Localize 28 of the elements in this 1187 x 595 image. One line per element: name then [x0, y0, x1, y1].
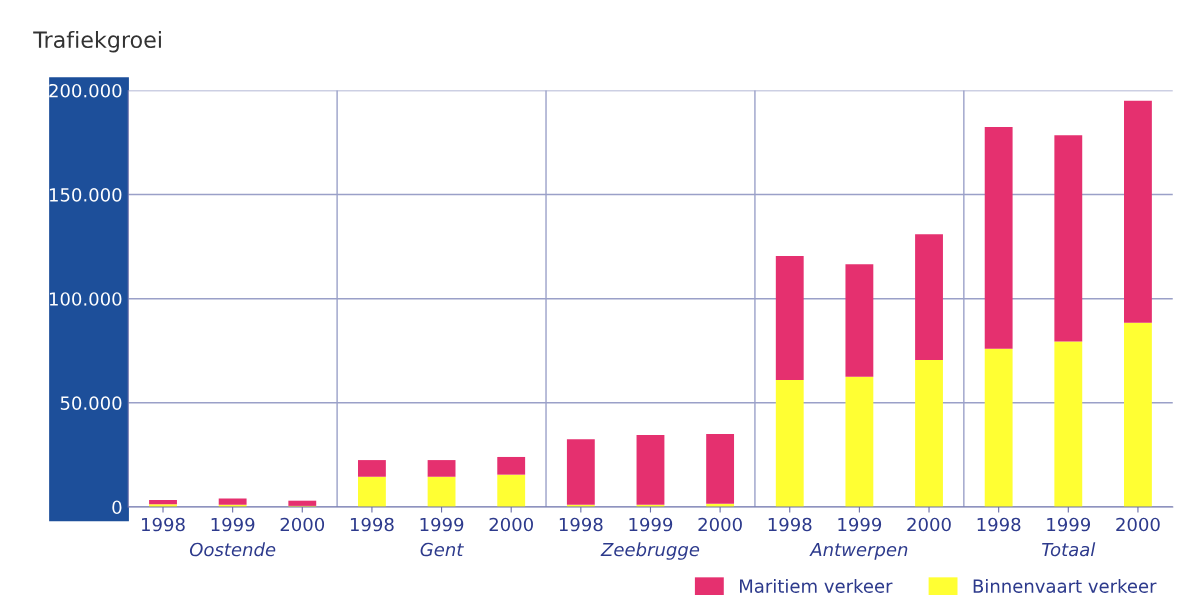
- y-tick-label: 50.000: [60, 396, 122, 410]
- x-tick-label: 2000: [907, 517, 951, 532]
- text: Zeebrugge: [600, 542, 700, 560]
- text: Antwerpen: [809, 542, 908, 560]
- x-tick-label: 2000: [280, 517, 325, 532]
- x-tick-label: 1999: [1047, 517, 1091, 532]
- chart-title: Trafiekgroei: [33, 30, 161, 53]
- x-tick-label: 1998: [559, 517, 603, 532]
- y-tick-label: 150.000: [49, 188, 122, 202]
- legend-label: Maritiem verkeer: [740, 578, 893, 593]
- text: Totaal: [1042, 542, 1096, 557]
- x-tick-label: 1999: [420, 517, 464, 532]
- x-tick-label: 1999: [211, 517, 255, 532]
- x-tick-label: 1998: [350, 517, 394, 532]
- x-tick-label: 2000: [698, 517, 742, 532]
- y-tick-label: 200.000: [49, 83, 122, 98]
- x-tick-label: 2000: [489, 517, 533, 532]
- y-tick-label: 100.000: [49, 292, 122, 306]
- text: Oostende: [189, 542, 276, 557]
- x-tick-label: 1999: [629, 517, 673, 532]
- y-tick-label: 0: [112, 500, 122, 515]
- x-tick-label: 1998: [142, 517, 185, 532]
- x-tick-label: 1998: [768, 517, 812, 532]
- x-tick-label: 2000: [1116, 517, 1160, 532]
- legend-label: Binnenvaart verkeer: [973, 578, 1157, 593]
- text: Gent: [420, 542, 464, 557]
- x-tick-label: 1999: [838, 517, 882, 532]
- x-tick-label: 1998: [977, 517, 1021, 532]
